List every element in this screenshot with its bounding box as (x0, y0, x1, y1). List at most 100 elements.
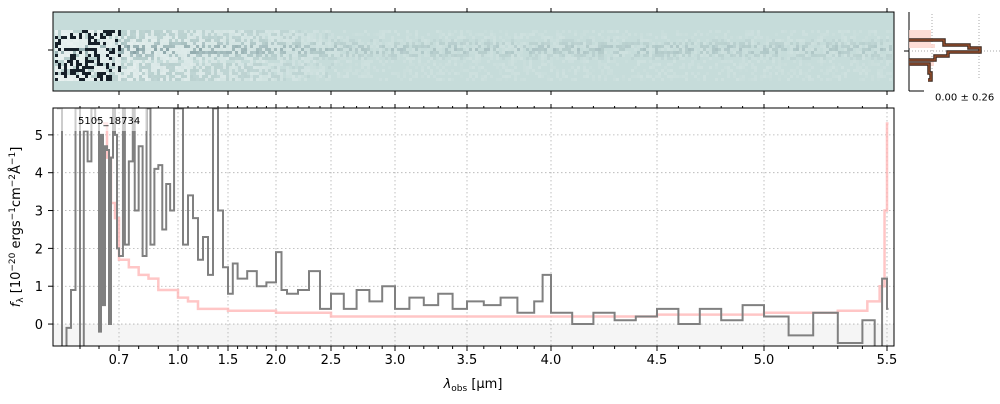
2d-spectrum-pixel (526, 69, 529, 72)
2d-spectrum-pixel (229, 72, 232, 75)
2d-spectrum-pixel (556, 33, 559, 36)
2d-spectrum-pixel (169, 72, 172, 75)
2d-spectrum-pixel (445, 48, 448, 51)
2d-spectrum-pixel (283, 51, 286, 54)
2d-spectrum-pixel (583, 66, 586, 69)
2d-spectrum-pixel (88, 72, 91, 75)
2d-spectrum-pixel (571, 66, 574, 69)
2d-spectrum-pixel (733, 54, 736, 57)
2d-spectrum-pixel (643, 78, 646, 81)
2d-spectrum-pixel (454, 45, 457, 48)
2d-spectrum-pixel (181, 33, 184, 36)
2d-spectrum-pixel (445, 36, 448, 39)
2d-spectrum-pixel (382, 36, 385, 39)
2d-spectrum-pixel (337, 45, 340, 48)
2d-spectrum-pixel (211, 45, 214, 48)
2d-spectrum-pixel (256, 33, 259, 36)
2d-spectrum-pixel (292, 57, 295, 60)
2d-spectrum-pixel (502, 57, 505, 60)
2d-spectrum-pixel (793, 60, 796, 63)
2d-spectrum-pixel (247, 51, 250, 54)
2d-spectrum-pixel (475, 33, 478, 36)
2d-spectrum-pixel (586, 39, 589, 42)
2d-spectrum-pixel (184, 78, 187, 81)
2d-spectrum-pixel (610, 45, 613, 48)
2d-spectrum-pixel (790, 48, 793, 51)
2d-spectrum-pixel (538, 72, 541, 75)
2d-spectrum-pixel (64, 33, 67, 36)
2d-spectrum-pixel (451, 45, 454, 48)
2d-spectrum-pixel (61, 60, 64, 63)
2d-spectrum-pixel (397, 72, 400, 75)
2d-spectrum-pixel (430, 42, 433, 45)
2d-spectrum-pixel (289, 39, 292, 42)
2d-spectrum-pixel (496, 51, 499, 54)
2d-spectrum-pixel (559, 48, 562, 51)
x-tick-label: 1.5 (218, 353, 239, 368)
2d-spectrum-pixel (700, 45, 703, 48)
2d-spectrum-pixel (838, 54, 841, 57)
2d-spectrum-pixel (169, 78, 172, 81)
2d-spectrum-pixel (160, 78, 163, 81)
2d-spectrum-pixel (826, 51, 829, 54)
2d-spectrum-pixel (250, 54, 253, 57)
2d-spectrum-pixel (358, 45, 361, 48)
2d-spectrum-pixel (397, 57, 400, 60)
2d-spectrum-pixel (220, 42, 223, 45)
2d-spectrum-pixel (706, 54, 709, 57)
2d-spectrum-pixel (214, 45, 217, 48)
2d-spectrum-pixel (778, 51, 781, 54)
2d-spectrum-pixel (304, 36, 307, 39)
2d-spectrum-pixel (280, 60, 283, 63)
2d-spectrum-pixel (379, 78, 382, 81)
2d-spectrum-pixel (301, 57, 304, 60)
2d-spectrum-pixel (814, 42, 817, 45)
2d-spectrum-pixel (187, 60, 190, 63)
2d-spectrum-pixel (208, 51, 211, 54)
2d-spectrum-pixel (139, 36, 142, 39)
2d-spectrum-pixel (361, 60, 364, 63)
2d-spectrum-pixel (553, 54, 556, 57)
2d-spectrum-pixel (244, 42, 247, 45)
2d-spectrum-pixel (451, 39, 454, 42)
2d-spectrum-pixel (292, 36, 295, 39)
2d-spectrum-pixel (517, 36, 520, 39)
2d-spectrum-pixel (853, 30, 856, 33)
2d-spectrum-pixel (229, 36, 232, 39)
2d-spectrum-pixel (118, 54, 121, 57)
2d-spectrum-pixel (76, 57, 79, 60)
2d-spectrum-pixel (193, 36, 196, 39)
2d-spectrum-pixel (103, 75, 106, 78)
2d-spectrum-pixel (85, 78, 88, 81)
2d-spectrum-pixel (94, 66, 97, 69)
2d-spectrum-pixel (346, 72, 349, 75)
2d-spectrum-pixel (361, 51, 364, 54)
2d-spectrum-pixel (148, 45, 151, 48)
2d-spectrum-pixel (823, 45, 826, 48)
2d-spectrum-pixel (76, 75, 79, 78)
2d-spectrum-pixel (145, 45, 148, 48)
2d-spectrum-pixel (487, 36, 490, 39)
2d-spectrum-pixel (871, 42, 874, 45)
2d-spectrum-pixel (238, 60, 241, 63)
2d-spectrum-pixel (199, 72, 202, 75)
2d-spectrum-pixel (67, 42, 70, 45)
2d-spectrum-pixel (193, 39, 196, 42)
2d-spectrum-pixel (304, 42, 307, 45)
2d-spectrum-pixel (364, 75, 367, 78)
2d-spectrum-pixel (826, 54, 829, 57)
2d-spectrum-pixel (301, 36, 304, 39)
2d-spectrum-pixel (142, 33, 145, 36)
2d-spectrum-pixel (175, 66, 178, 69)
2d-spectrum-pixel (541, 57, 544, 60)
2d-spectrum-pixel (694, 57, 697, 60)
2d-spectrum-pixel (154, 51, 157, 54)
2d-spectrum-pixel (82, 42, 85, 45)
2d-spectrum-pixel (334, 45, 337, 48)
2d-spectrum-pixel (241, 33, 244, 36)
2d-spectrum-pixel (715, 42, 718, 45)
2d-spectrum-pixel (415, 75, 418, 78)
2d-spectrum-pixel (622, 39, 625, 42)
2d-spectrum-pixel (790, 42, 793, 45)
2d-spectrum-pixel (124, 30, 127, 33)
